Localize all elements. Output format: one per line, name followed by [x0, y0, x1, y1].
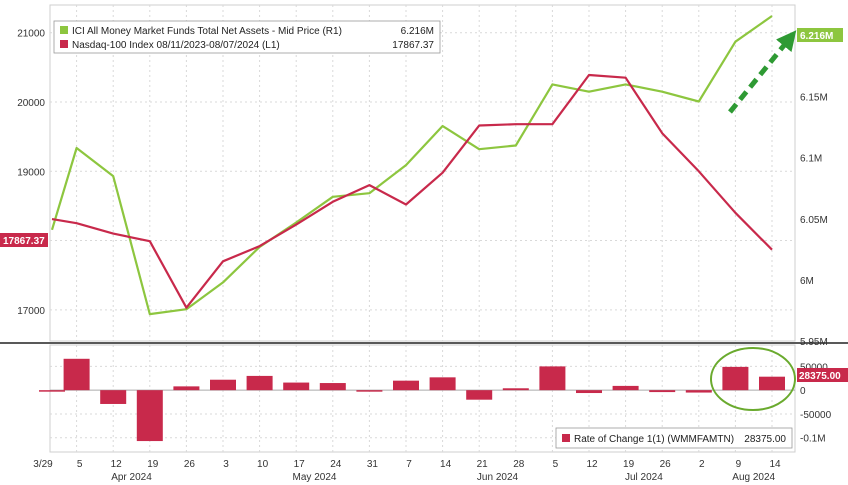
right-current-badge-bg — [797, 28, 843, 42]
rate-of-change-bar — [173, 386, 200, 391]
lower-legend-box — [555, 427, 793, 449]
rate-of-change-bar — [136, 390, 163, 442]
legend-label-rate-of-change: Rate of Change 1(1) (WMMFAMTN) — [574, 434, 734, 445]
rate-of-change-bar — [685, 390, 712, 393]
x-month-label: Aug 2024 — [732, 472, 775, 483]
x-week-label: 2 — [699, 459, 705, 470]
grid-layer — [50, 5, 795, 452]
legend-swatch-nasdaq — [60, 40, 68, 48]
rate-of-change-bar — [100, 390, 127, 404]
left-y-tick-label: 21000 — [17, 29, 45, 40]
rate-of-change-bar — [649, 390, 676, 393]
rate-of-change-bar — [502, 388, 529, 391]
lower-y-tick-label: 50000 — [800, 362, 828, 373]
rate-of-change-bar — [210, 379, 236, 391]
legend-swatch-money-market — [60, 26, 68, 34]
upper-lines — [50, 15, 773, 316]
legend-label-money-market: ICI All Money Market Funds Total Net Ass… — [72, 26, 342, 37]
rate-of-change-bar — [612, 385, 639, 391]
legend-value-rate-of-change: 28375.00 — [744, 434, 786, 445]
rate-of-change-bar — [759, 376, 785, 391]
rate-of-change-bar — [466, 390, 493, 400]
right-y-tick-label: 6.1M — [800, 154, 822, 165]
legend-label-nasdaq: Nasdaq-100 Index 08/11/2023-08/07/2024 (… — [72, 40, 280, 51]
x-month-label: May 2024 — [293, 472, 337, 483]
left-current-badge-text: 17867.37 — [3, 236, 45, 247]
x-week-label: 3/29 — [33, 459, 53, 470]
lower-current-badge-text: 28375.00 — [799, 371, 841, 382]
x-week-label: 24 — [330, 459, 342, 470]
right-current-badge: 6.216M — [797, 28, 843, 42]
left-y-tick-label: 20000 — [17, 98, 45, 109]
x-week-label: 14 — [440, 459, 452, 470]
legend-swatch-rate-of-change — [562, 434, 570, 442]
upper-legend: ICI All Money Market Funds Total Net Ass… — [53, 20, 441, 54]
x-week-label: 28 — [513, 459, 525, 470]
rate-of-change-bar — [319, 383, 346, 391]
upper-plot-frame — [49, 4, 796, 342]
lower-legend: Rate of Change 1(1) (WMMFAMTN) 28375.00 — [555, 427, 793, 449]
lower-current-badge: 28375.00 — [797, 368, 848, 382]
x-month-label: Jul 2024 — [625, 472, 663, 483]
x-week-label: 7 — [406, 459, 412, 470]
x-week-label: 12 — [111, 459, 123, 470]
x-week-label: 31 — [367, 459, 379, 470]
x-month-label: Jun 2024 — [477, 472, 519, 483]
trend-arrow — [728, 30, 797, 114]
right-y-tick-label: 5.95M — [800, 337, 828, 348]
x-week-label: 19 — [147, 459, 159, 470]
rate-of-change-bar — [576, 390, 602, 394]
rate-of-change-bar — [63, 358, 90, 391]
bars-layer — [39, 358, 785, 442]
highlight-ellipse — [710, 347, 796, 411]
lower-y-tick-label: 0 — [800, 386, 806, 397]
x-week-label: 9 — [736, 459, 742, 470]
x-week-label: 12 — [586, 459, 598, 470]
left-current-badge-bg — [0, 233, 48, 247]
right-current-badge-text: 6.216M — [800, 31, 833, 42]
left-current-badge: 17867.37 — [0, 233, 48, 247]
legend-value-money-market: 6.216M — [401, 26, 434, 37]
left-y-tick-label: 17000 — [17, 306, 45, 317]
lower-y-tick-label: -0.1M — [800, 434, 826, 445]
nasdaq-line — [51, 73, 773, 309]
rate-of-change-bar — [393, 380, 419, 391]
x-week-label: 5 — [553, 459, 559, 470]
upper-legend-box — [53, 20, 441, 54]
money-market-line — [50, 15, 773, 316]
lower-y-tick-label: -50000 — [800, 410, 832, 421]
lower-plot-frame — [49, 344, 796, 453]
rate-of-change-bar — [246, 375, 273, 391]
x-week-label: 14 — [769, 459, 781, 470]
lower-current-badge-bg — [797, 368, 848, 382]
rate-of-change-bar — [356, 390, 383, 392]
x-week-label: 5 — [77, 459, 83, 470]
x-week-label: 26 — [660, 459, 672, 470]
rate-of-change-bar — [539, 366, 566, 391]
x-month-label: Apr 2024 — [111, 472, 152, 483]
x-week-label: 19 — [623, 459, 635, 470]
right-y-tick-label: 6.05M — [800, 215, 828, 226]
rate-of-change-bar — [722, 366, 749, 391]
x-week-label: 21 — [477, 459, 489, 470]
rate-of-change-bar — [429, 377, 456, 391]
right-y-tick-label: 6.15M — [800, 93, 828, 104]
x-week-label: 26 — [184, 459, 196, 470]
right-y-tick-label: 6M — [800, 276, 814, 287]
rate-of-change-bar — [283, 382, 310, 391]
rate-of-change-bar — [39, 390, 65, 392]
x-week-label: 3 — [223, 459, 229, 470]
x-week-label: 17 — [294, 459, 306, 470]
left-y-tick-label: 19000 — [17, 167, 45, 178]
legend-value-nasdaq: 17867.37 — [392, 40, 434, 51]
x-week-label: 10 — [257, 459, 269, 470]
